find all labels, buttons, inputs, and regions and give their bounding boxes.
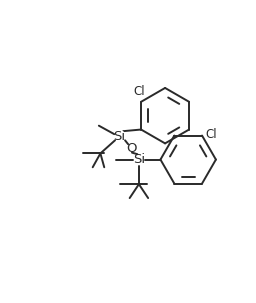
- Text: O: O: [126, 142, 136, 155]
- Text: Si: Si: [133, 153, 145, 166]
- Text: Cl: Cl: [134, 85, 145, 98]
- Text: Si: Si: [113, 130, 125, 143]
- Text: Cl: Cl: [205, 128, 217, 141]
